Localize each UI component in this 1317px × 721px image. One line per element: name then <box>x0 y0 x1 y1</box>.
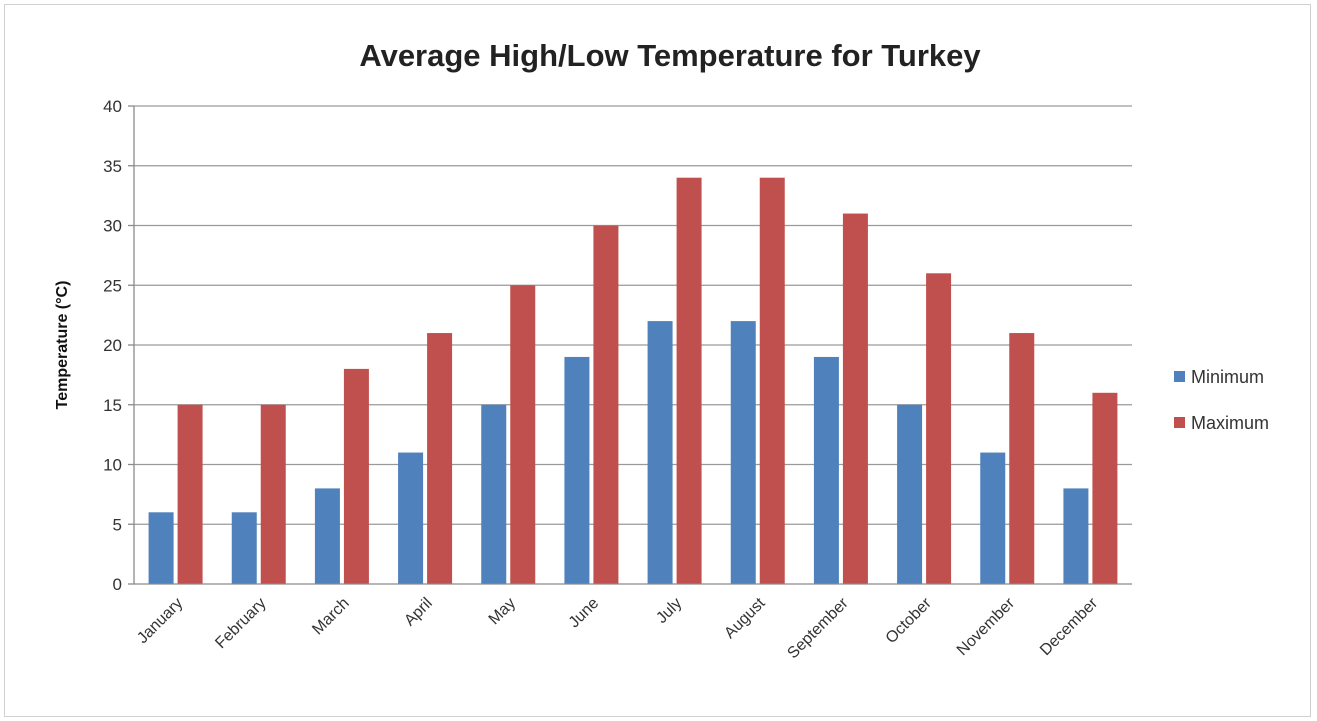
x-tick-label: February <box>212 595 269 652</box>
bars <box>148 177 1118 585</box>
legend-swatch-minimum <box>1174 371 1185 382</box>
axes <box>133 106 1132 585</box>
bar-maximum-june <box>593 225 619 584</box>
x-tick-label: November <box>954 594 1019 659</box>
x-tick-label: December <box>1037 594 1102 659</box>
y-tick-label: 40 <box>103 97 122 116</box>
bar-maximum-february <box>260 404 286 584</box>
y-tick-label: 0 <box>113 575 122 594</box>
bar-maximum-december <box>1092 392 1118 584</box>
x-tick-label: March <box>309 595 352 638</box>
bar-minimum-october <box>897 404 923 584</box>
bar-minimum-december <box>1063 488 1089 584</box>
bar-maximum-october <box>926 273 952 584</box>
y-tick-label: 35 <box>103 157 122 176</box>
x-tick-label: October <box>883 594 936 647</box>
bar-maximum-may <box>510 285 536 584</box>
bar-maximum-january <box>177 404 203 584</box>
y-axis-label: Temperature (°C) <box>54 281 71 410</box>
bar-minimum-november <box>980 452 1006 584</box>
x-tick-label: January <box>134 595 186 647</box>
chart-title: Average High/Low Temperature for Turkey <box>359 38 981 73</box>
y-tick-label: 25 <box>103 276 122 295</box>
bar-maximum-november <box>1009 333 1035 584</box>
y-tick-label: 10 <box>103 456 122 475</box>
bar-maximum-july <box>676 177 702 584</box>
bar-minimum-july <box>647 321 673 584</box>
x-tick-label: September <box>784 594 852 662</box>
x-tick-label: April <box>401 595 436 630</box>
bar-minimum-february <box>231 512 257 584</box>
bar-minimum-september <box>813 356 839 584</box>
legend-swatch-maximum <box>1174 417 1185 428</box>
y-axis-ticks: 0 5 10 15 20 25 30 35 40 <box>103 97 134 594</box>
y-tick-label: 30 <box>103 217 122 236</box>
x-tick-label: August <box>721 594 769 642</box>
y-tick-label: 5 <box>113 515 122 534</box>
bar-maximum-september <box>842 213 868 585</box>
bar-minimum-june <box>564 356 590 584</box>
bar-maximum-april <box>427 333 453 584</box>
bar-minimum-january <box>148 512 174 584</box>
x-tick-label: July <box>653 595 685 627</box>
legend-label-maximum: Maximum <box>1191 413 1269 433</box>
x-tick-label: May <box>486 595 519 628</box>
bar-minimum-march <box>314 488 340 584</box>
x-tick-label: June <box>566 595 603 632</box>
y-tick-label: 20 <box>103 336 122 355</box>
bar-minimum-april <box>398 452 424 584</box>
bar-minimum-may <box>481 404 507 584</box>
legend: Minimum Maximum <box>1174 367 1269 433</box>
gridlines <box>134 105 1132 525</box>
y-tick-label: 15 <box>103 396 122 415</box>
bar-maximum-august <box>759 177 785 584</box>
bar-maximum-march <box>343 368 369 584</box>
bar-minimum-august <box>730 321 756 584</box>
legend-label-minimum: Minimum <box>1191 367 1264 387</box>
x-axis-ticks: January February March April May June July Augu… <box>134 594 1102 662</box>
